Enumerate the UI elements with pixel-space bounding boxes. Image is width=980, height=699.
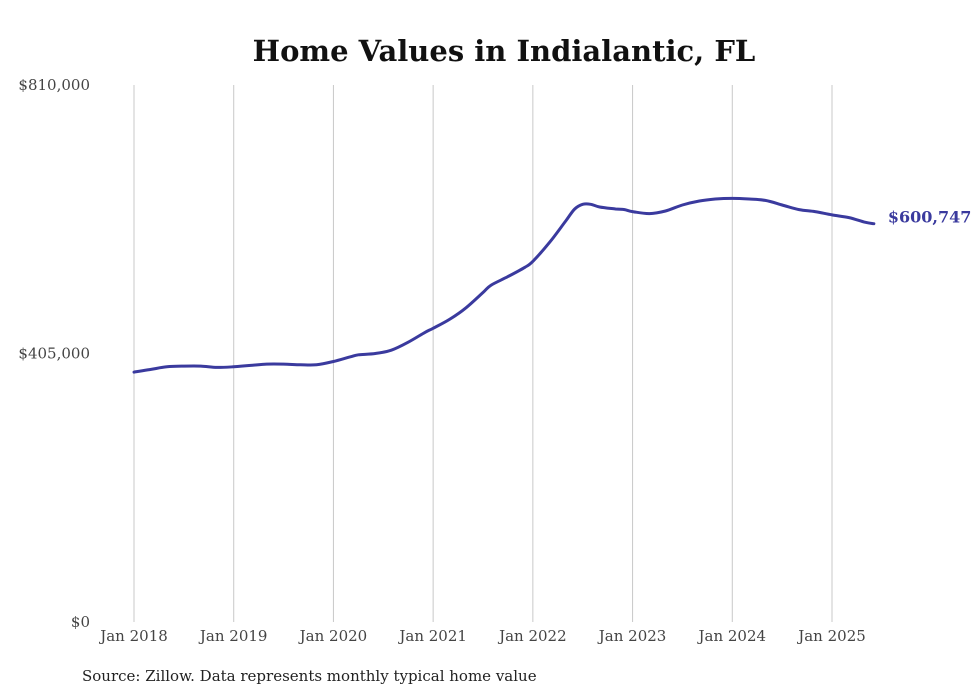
- gridlines: [133, 85, 833, 622]
- x-tick-label: Jan 2020: [298, 627, 368, 645]
- x-tick-label: Jan 2021: [397, 627, 467, 645]
- y-tick-label: $0: [71, 613, 90, 631]
- x-tick-label: Jan 2023: [597, 627, 667, 645]
- source-note: Source: Zillow. Data represents monthly …: [82, 667, 537, 685]
- end-value-label: $600,747: [888, 208, 972, 227]
- x-axis: Jan 2018 Jan 2019 Jan 2020 Jan 2021 Jan 2022…: [98, 627, 866, 645]
- x-tick-label: Jan 2018: [98, 627, 168, 645]
- chart-title: Home Values in Indialantic, FL: [253, 34, 756, 68]
- x-tick-label: Jan 2019: [198, 627, 268, 645]
- series-group: $600,747: [132, 196, 972, 374]
- x-tick-label: Jan 2025: [796, 627, 866, 645]
- x-tick-label: Jan 2024: [697, 627, 767, 645]
- x-tick-label: Jan 2022: [497, 627, 567, 645]
- y-axis: $0 $405,000 $810,000: [18, 76, 90, 631]
- series-line: [132, 196, 876, 374]
- y-tick-label: $405,000: [18, 345, 90, 363]
- y-tick-label: $810,000: [18, 76, 90, 94]
